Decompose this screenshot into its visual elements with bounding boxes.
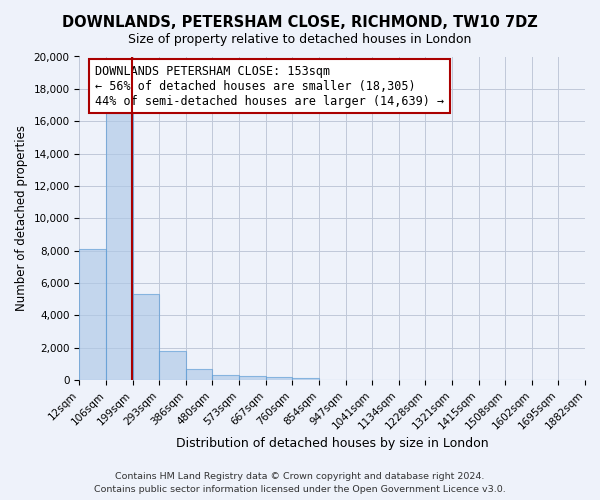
Bar xyxy=(159,351,186,380)
Text: DOWNLANDS, PETERSHAM CLOSE, RICHMOND, TW10 7DZ: DOWNLANDS, PETERSHAM CLOSE, RICHMOND, TW… xyxy=(62,15,538,30)
Text: DOWNLANDS PETERSHAM CLOSE: 153sqm
← 56% of detached houses are smaller (18,305)
: DOWNLANDS PETERSHAM CLOSE: 153sqm ← 56% … xyxy=(95,64,443,108)
Bar xyxy=(212,376,239,380)
Text: Contains HM Land Registry data © Crown copyright and database right 2024.
Contai: Contains HM Land Registry data © Crown c… xyxy=(94,472,506,494)
X-axis label: Distribution of detached houses by size in London: Distribution of detached houses by size … xyxy=(176,437,488,450)
Bar xyxy=(79,249,106,380)
Text: Size of property relative to detached houses in London: Size of property relative to detached ho… xyxy=(128,32,472,46)
Y-axis label: Number of detached properties: Number of detached properties xyxy=(15,126,28,312)
Bar xyxy=(133,294,159,380)
Bar xyxy=(106,113,133,380)
Bar xyxy=(292,378,319,380)
Bar xyxy=(239,376,266,380)
Bar xyxy=(266,377,292,380)
Bar xyxy=(186,369,212,380)
